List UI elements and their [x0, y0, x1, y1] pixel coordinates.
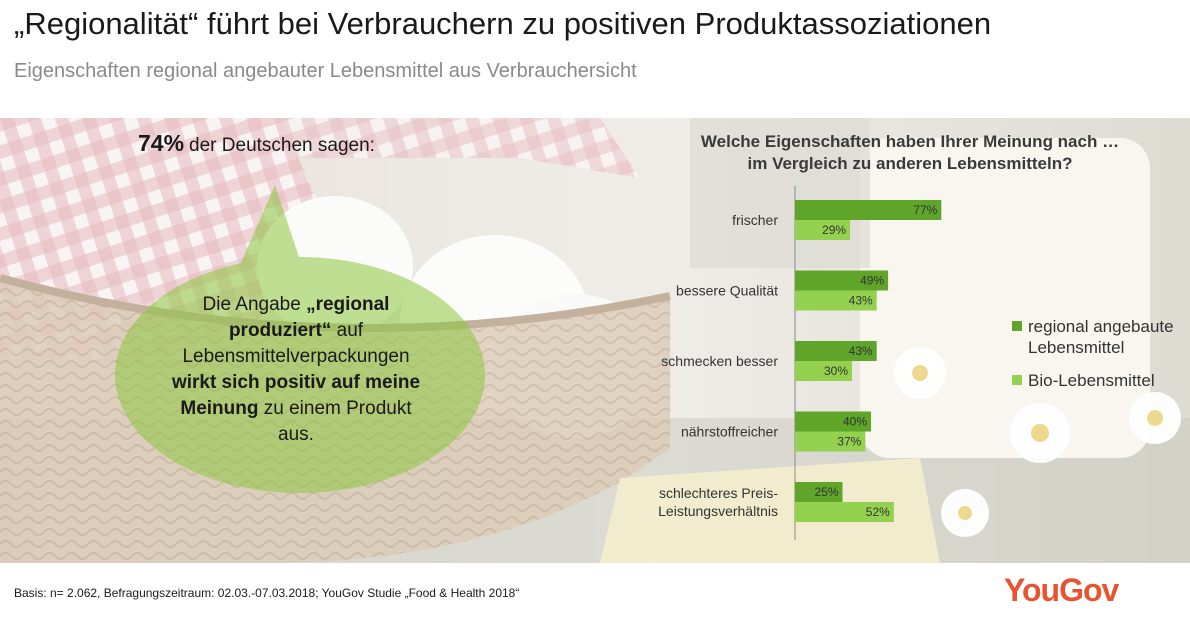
- legend-item-regional: regional angebaute Lebensmittel: [1012, 316, 1174, 358]
- category-label-4-line1: schlechteres Preis-: [659, 485, 778, 501]
- category-label-1: bessere Qualität: [676, 283, 778, 299]
- stat-percent: 74%: [138, 130, 185, 156]
- page-subtitle: Eigenschaften regional angebauter Lebens…: [14, 60, 637, 82]
- bar-regional-4: [795, 482, 843, 502]
- value-label-bio-2: 30%: [824, 364, 848, 378]
- bar-bio-4: [795, 502, 894, 522]
- value-label-bio-3: 37%: [837, 435, 861, 449]
- page-title: „Regionalität“ führt bei Verbrauchern zu…: [14, 6, 992, 41]
- value-label-regional-1: 49%: [860, 274, 884, 288]
- legend-swatch-bio: [1012, 375, 1022, 385]
- question-line-1: Welche Eigenschaften haben Ihrer Meinung…: [700, 132, 1120, 151]
- category-label-0: frischer: [732, 212, 778, 228]
- bar-bio-1: [795, 290, 877, 311]
- chart-question: Welche Eigenschaften haben Ihrer Meinung…: [640, 131, 1180, 175]
- bar-bio-0: [795, 220, 851, 240]
- category-label-3: nährstoffreicher: [681, 424, 778, 440]
- yougov-logo: YouGov: [1004, 572, 1119, 608]
- statement-highlight-1: „regional produziert“: [228, 294, 390, 341]
- value-label-bio-1: 43%: [849, 294, 873, 308]
- bar-bio-2: [795, 361, 852, 381]
- value-label-regional-4: 25%: [814, 485, 838, 499]
- value-label-regional-0: 77%: [913, 203, 937, 217]
- legend-swatch-regional: [1012, 321, 1022, 331]
- footer-source: Basis: n= 2.062, Befragungszeitraum: 02.…: [14, 586, 520, 600]
- bar-bio-3: [795, 431, 866, 452]
- legend-item-bio: Bio-Lebensmittel: [1012, 370, 1174, 391]
- bar-regional-2: [795, 341, 877, 361]
- speech-bubble: [114, 185, 485, 494]
- category-label-4-line2: Leistungsverhältnis: [658, 503, 778, 519]
- bar-regional-3: [795, 411, 871, 432]
- value-label-bio-4: 52%: [866, 505, 890, 519]
- stat-text: der Deutschen sagen:: [189, 135, 375, 156]
- stat-headline: 74% der Deutschen sagen:: [138, 130, 375, 157]
- statement-highlight-2: wirkt sich positiv auf meine Meinung: [171, 372, 421, 419]
- question-line-2: im Vergleich zu anderen Lebensmitteln?: [747, 154, 1073, 173]
- chart-legend: regional angebaute Lebensmittel Bio-Lebe…: [1012, 316, 1174, 403]
- bubble-statement: Die Angabe „regional produziert“ auf Leb…: [171, 294, 421, 445]
- value-label-regional-2: 43%: [849, 344, 873, 358]
- bar-regional-0: [795, 200, 942, 220]
- bar-regional-1: [795, 270, 889, 291]
- value-label-regional-3: 40%: [843, 415, 867, 429]
- category-label-2: schmecken besser: [661, 353, 778, 369]
- value-label-bio-0: 29%: [822, 223, 846, 237]
